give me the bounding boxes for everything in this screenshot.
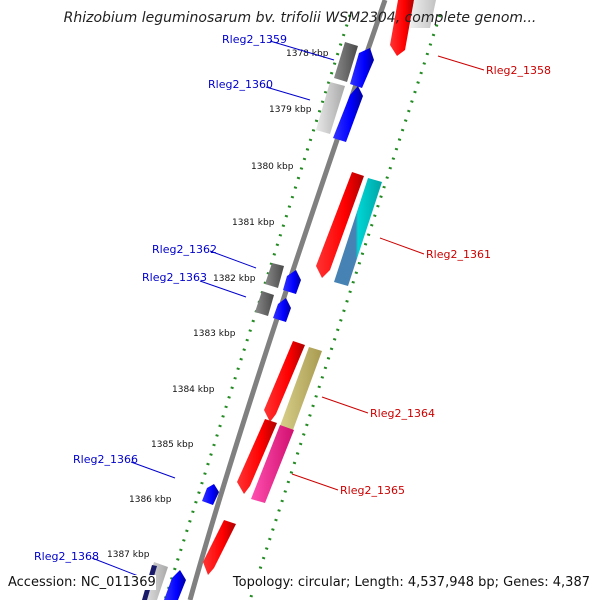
gene-rleg2-1368[interactable] bbox=[164, 570, 186, 600]
tick-label: 1382 kbp bbox=[213, 274, 256, 284]
tick-label: 1383 kbp bbox=[193, 329, 236, 339]
leader-line bbox=[199, 280, 247, 298]
label-leaders bbox=[91, 40, 485, 580]
tick-label: 1386 kbp bbox=[129, 495, 172, 505]
leader-line bbox=[209, 250, 257, 269]
gene-label[interactable]: Rleg2_1365 bbox=[340, 484, 405, 497]
gene-rleg2-1365[interactable] bbox=[251, 425, 294, 503]
leader-line bbox=[269, 40, 335, 61]
leader-line bbox=[130, 461, 176, 479]
gene-label[interactable]: Rleg2_1359 bbox=[222, 33, 287, 46]
gene-features bbox=[142, 0, 436, 600]
gene-unlabeled-red[interactable] bbox=[203, 520, 236, 575]
gene-label[interactable]: Rleg2_1363 bbox=[142, 271, 207, 284]
accession-label: Accession: NC_011369 bbox=[8, 575, 156, 590]
gene-label[interactable]: Rleg2_1364 bbox=[370, 407, 435, 420]
tick-label: 1378 kbp bbox=[286, 49, 329, 59]
gene-rleg2-1359-grey[interactable] bbox=[334, 42, 358, 82]
gene-rleg2-1361-red[interactable] bbox=[316, 172, 364, 278]
tick-label: 1384 kbp bbox=[172, 385, 215, 395]
genome-summary: Topology: circular; Length: 4,537,948 bp… bbox=[232, 575, 590, 590]
gene-rleg2-1359[interactable] bbox=[350, 48, 374, 88]
tick-label: 1381 kbp bbox=[232, 218, 275, 228]
gene-rleg2-1362[interactable] bbox=[283, 270, 301, 294]
gene-label[interactable]: Rleg2_1360 bbox=[208, 78, 273, 91]
gene-rleg2-1364[interactable] bbox=[280, 347, 322, 430]
gene-label[interactable]: Rleg2_1368 bbox=[34, 550, 99, 563]
gene-rleg2-1364-red[interactable] bbox=[264, 341, 305, 422]
leader-line bbox=[291, 473, 339, 491]
outer-tick-ring bbox=[163, 14, 352, 600]
gene-rleg2-1363-grey[interactable] bbox=[255, 291, 274, 316]
gene-rleg2-1361[interactable] bbox=[334, 178, 382, 286]
leader-line bbox=[321, 396, 369, 414]
map-title: Rhizobium leguminosarum bv. trifolii WSM… bbox=[63, 10, 537, 26]
gene-rleg2-1362-grey[interactable] bbox=[265, 263, 284, 288]
gene-rleg2-1358-partner[interactable] bbox=[410, 0, 436, 28]
gene-label[interactable]: Rleg2_1361 bbox=[426, 248, 491, 261]
leader-line bbox=[379, 237, 425, 255]
gene-label[interactable]: Rleg2_1366 bbox=[73, 453, 138, 466]
scale-ticks: 1378 kbp 1379 kbp 1380 kbp 1381 kbp 1382… bbox=[107, 49, 329, 560]
tick-label: 1379 kbp bbox=[269, 105, 312, 115]
tick-label: 1380 kbp bbox=[251, 162, 294, 172]
leader-line bbox=[437, 55, 485, 71]
gene-rleg2-1363[interactable] bbox=[273, 298, 291, 322]
gene-rleg2-1360-light[interactable] bbox=[316, 82, 345, 134]
gene-rleg2-1360[interactable] bbox=[333, 86, 363, 142]
leader-line bbox=[265, 86, 311, 101]
gene-rleg2-1358[interactable] bbox=[390, 0, 414, 56]
gene-labels: Rleg2_1358 Rleg2_1359 Rleg2_1360 Rleg2_1… bbox=[34, 33, 551, 563]
gene-rleg2-1366[interactable] bbox=[202, 484, 219, 505]
gene-rleg2-1365-red[interactable] bbox=[237, 419, 277, 494]
tick-label: 1387 kbp bbox=[107, 550, 150, 560]
gene-label[interactable]: Rleg2_1362 bbox=[152, 243, 217, 256]
tick-label: 1385 kbp bbox=[151, 440, 194, 450]
gene-label[interactable]: Rleg2_1358 bbox=[486, 64, 551, 77]
